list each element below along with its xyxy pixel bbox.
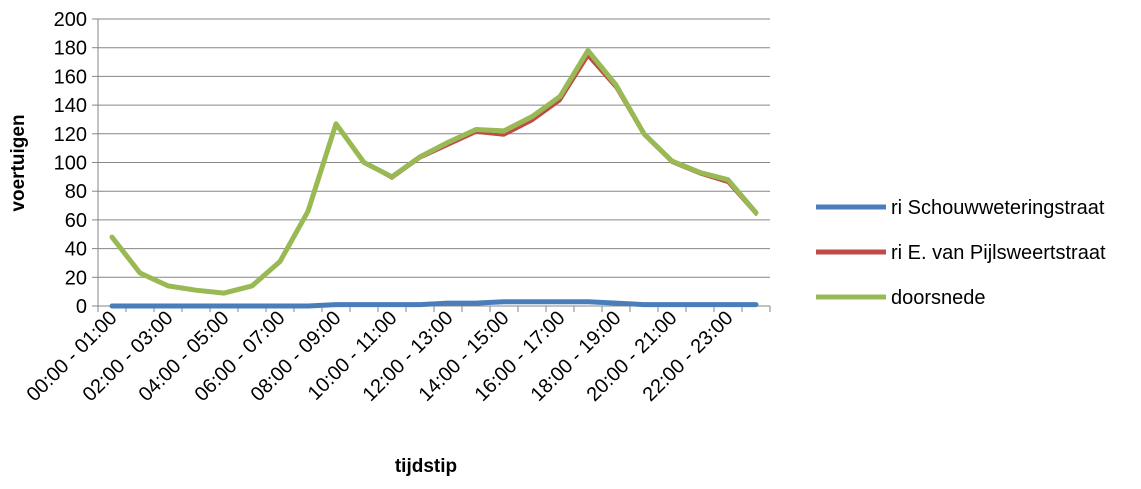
y-tick-label: 0: [76, 296, 87, 318]
legend-label-ri-e-van-pijlsweertstraat: ri E. van Pijlsweertstraat: [891, 242, 1106, 264]
axes: [92, 18, 771, 312]
y-tick-label: 200: [54, 9, 87, 31]
y-axis-title: voertuigen: [8, 114, 29, 211]
y-tick-label: 160: [54, 66, 87, 88]
series-lines: [109, 48, 759, 309]
y-tick-label: 120: [54, 124, 87, 146]
series-line-ri-e-van-pijlsweertstraat: [110, 54, 758, 295]
legend: ri Schouwweteringstraat ri E. van Pijlswe…: [816, 197, 1106, 309]
x-axis-title: tijdstip: [395, 456, 457, 477]
y-tick-label: 140: [54, 95, 87, 117]
series-line-ri-schouwweteringstraat: [109, 299, 759, 309]
y-tick-label: 40: [65, 239, 87, 261]
gridlines: [98, 18, 770, 278]
y-tick-label: 100: [54, 153, 87, 175]
legend-label-doorsnede: doorsnede: [891, 287, 986, 309]
y-tick-label: 180: [54, 38, 87, 60]
y-tick-label: 80: [65, 181, 87, 203]
legend-label-ri-schouwweteringstraat: ri Schouwweteringstraat: [891, 197, 1105, 219]
y-tick-label: 20: [65, 267, 87, 289]
y-tick-label: 60: [65, 210, 87, 232]
y-tick-labels: 0 20 40 60 80 100 120 140 160 180 200: [54, 9, 87, 318]
series-line-doorsnede: [109, 48, 759, 296]
